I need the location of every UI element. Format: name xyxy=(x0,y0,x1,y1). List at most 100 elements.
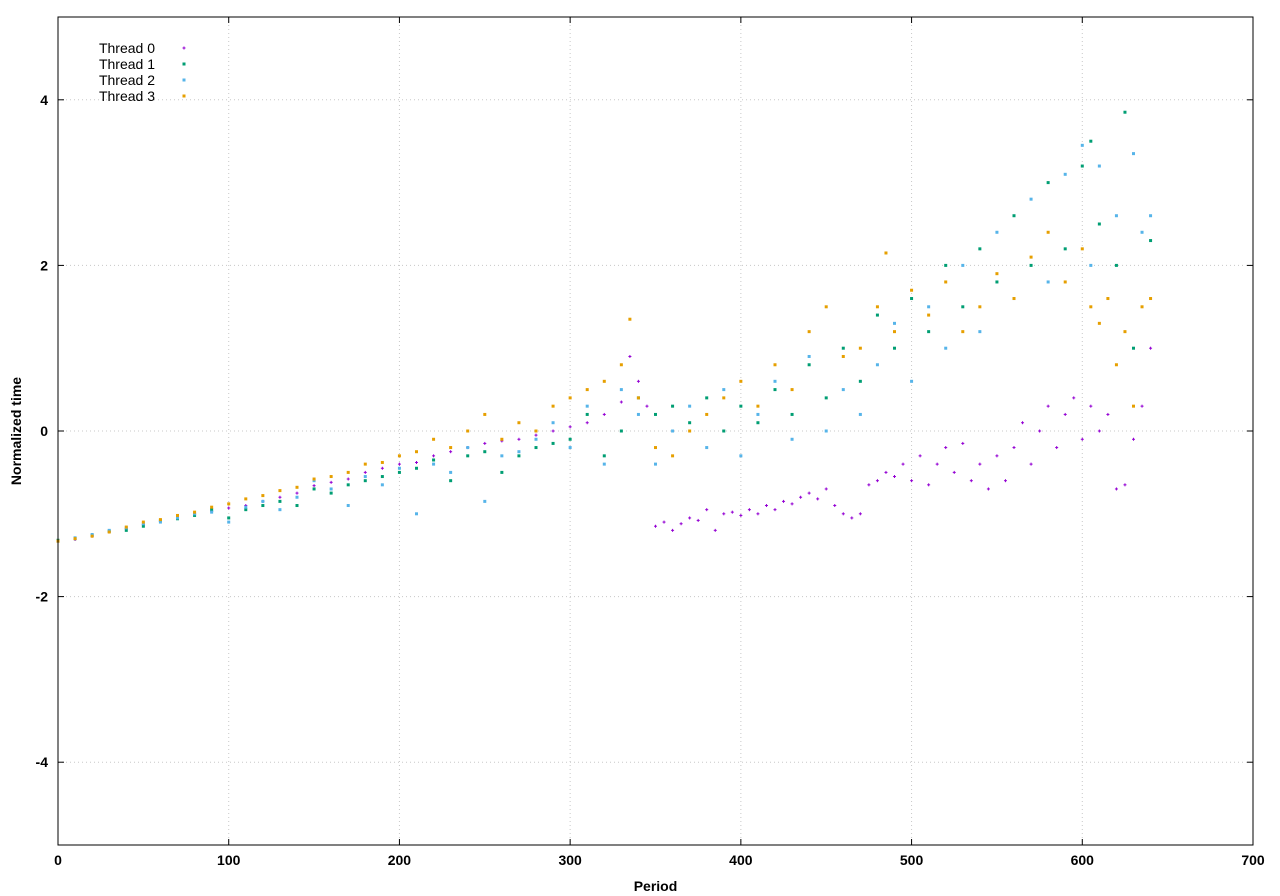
data-point xyxy=(397,466,401,470)
data-point xyxy=(380,466,384,470)
data-point xyxy=(1149,346,1153,350)
data-point xyxy=(124,525,128,529)
x-tick-label: 300 xyxy=(558,852,582,868)
data-point xyxy=(705,412,709,416)
data-point xyxy=(73,537,77,541)
data-point xyxy=(1132,152,1135,156)
data-point xyxy=(739,404,743,408)
data-point xyxy=(602,412,606,416)
data-point xyxy=(1149,239,1153,243)
data-point xyxy=(278,495,282,499)
data-point xyxy=(141,524,145,528)
data-point xyxy=(90,534,94,538)
data-point xyxy=(380,475,384,479)
data-point xyxy=(893,321,896,325)
data-point xyxy=(329,487,333,491)
data-point xyxy=(739,379,743,383)
data-point xyxy=(1029,263,1033,267)
data-point xyxy=(176,516,179,520)
data-point xyxy=(1046,181,1050,185)
grid xyxy=(58,17,1253,845)
data-point xyxy=(551,421,555,425)
data-point xyxy=(415,460,418,464)
data-point xyxy=(790,502,794,506)
data-point xyxy=(671,404,675,408)
data-point xyxy=(483,450,487,454)
y-tick-label: 4 xyxy=(40,92,48,108)
legend-marker xyxy=(182,46,186,50)
data-point xyxy=(875,479,879,483)
data-point xyxy=(1089,139,1093,143)
data-point xyxy=(995,272,999,276)
data-point xyxy=(619,388,623,392)
data-point xyxy=(654,524,657,528)
data-point xyxy=(739,454,743,458)
x-tick-label: 100 xyxy=(217,852,241,868)
data-point xyxy=(927,305,931,309)
data-point xyxy=(107,528,111,532)
data-point xyxy=(295,485,299,489)
data-point xyxy=(875,363,879,367)
data-point xyxy=(952,470,956,474)
data-point xyxy=(1055,446,1059,450)
data-point xyxy=(227,506,231,510)
data-point xyxy=(927,330,931,334)
data-point xyxy=(705,508,709,512)
data-point xyxy=(875,305,879,309)
data-point xyxy=(841,512,845,516)
data-point xyxy=(295,491,299,495)
data-point xyxy=(858,346,862,350)
data-point xyxy=(1012,297,1016,301)
data-point xyxy=(278,508,282,512)
legend-label: Thread 2 xyxy=(99,72,155,88)
data-point xyxy=(679,522,683,526)
data-point xyxy=(329,491,333,495)
data-point xyxy=(380,460,384,464)
data-point xyxy=(671,429,675,433)
data-point xyxy=(1114,487,1118,491)
data-point xyxy=(1140,305,1144,309)
data-point xyxy=(90,533,94,536)
data-point xyxy=(449,450,453,454)
data-point xyxy=(1063,172,1067,176)
data-point xyxy=(858,412,862,416)
data-point xyxy=(602,454,606,458)
data-point xyxy=(415,512,418,516)
data-point xyxy=(1097,222,1101,226)
x-axis-title: Period xyxy=(634,878,678,894)
data-point xyxy=(807,491,811,495)
data-point xyxy=(747,508,751,512)
data-point xyxy=(773,379,777,383)
legend-marker xyxy=(182,94,186,98)
data-point xyxy=(568,396,572,400)
axis-ticks: 0 100 200 300 400 500 600 700 -4 -2 0 2 4 xyxy=(36,17,1265,868)
data-point xyxy=(585,421,589,425)
data-point xyxy=(193,510,197,514)
data-point xyxy=(534,446,538,450)
series-layer xyxy=(56,110,1153,543)
data-point xyxy=(1106,412,1110,416)
y-axis-title: Normalized time xyxy=(8,377,24,485)
data-point xyxy=(551,441,555,445)
data-point xyxy=(1080,143,1084,147)
data-point xyxy=(244,508,248,512)
data-point xyxy=(176,513,179,517)
legend-label: Thread 3 xyxy=(99,88,155,104)
y-tick-label: -2 xyxy=(36,589,49,605)
data-point xyxy=(193,512,197,516)
data-point xyxy=(415,466,418,470)
data-point xyxy=(978,247,982,251)
data-point xyxy=(500,470,504,474)
data-point xyxy=(893,346,896,350)
data-point xyxy=(1114,263,1118,267)
data-point xyxy=(1029,255,1033,259)
data-point xyxy=(312,487,316,491)
x-tick-label: 700 xyxy=(1241,852,1265,868)
data-point xyxy=(978,330,982,334)
data-point xyxy=(1123,110,1127,114)
y-tick-label: 2 xyxy=(40,257,48,273)
data-point xyxy=(722,396,726,400)
data-point xyxy=(688,404,692,408)
data-point xyxy=(380,483,384,487)
